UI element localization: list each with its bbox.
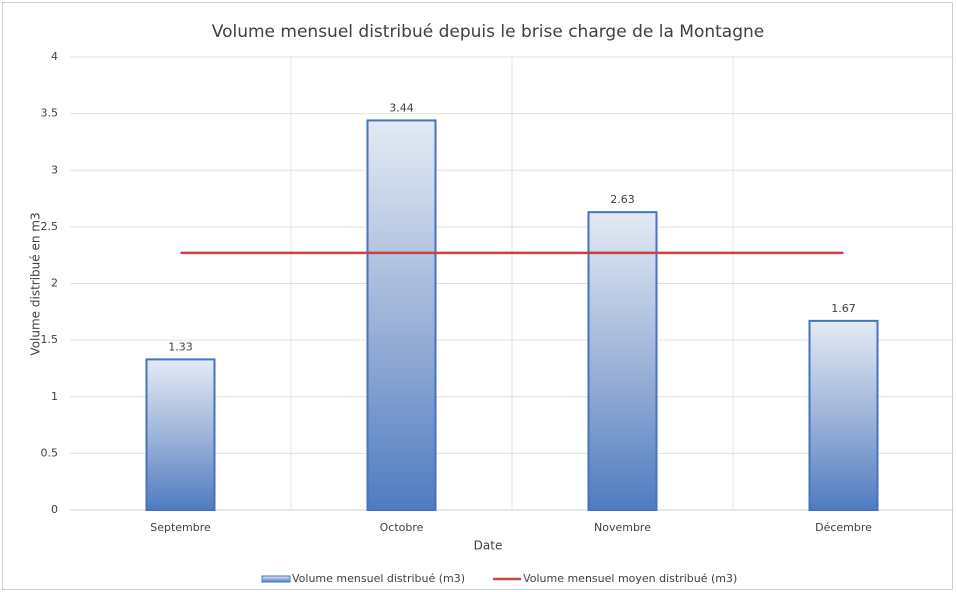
y-tick-label: 4 [51, 50, 58, 63]
x-tick-label: Novembre [594, 521, 651, 534]
y-tick-label: 1.5 [41, 333, 59, 346]
y-tick-label: 3.5 [41, 107, 59, 120]
y-tick-label: 0.5 [41, 446, 59, 459]
legend-swatch [261, 575, 291, 583]
data-label: 2.63 [610, 193, 635, 206]
x-tick-label: Décembre [815, 521, 872, 534]
legend-label: Volume mensuel distribué (m3) [292, 572, 465, 585]
y-tick-label: 2.5 [41, 220, 59, 233]
legend-label: Volume mensuel moyen distribué (m3) [523, 572, 737, 585]
data-label: 1.67 [831, 302, 856, 315]
y-axis-title: Volume distribué en m3 [29, 212, 43, 355]
y-tick-label: 2 [51, 277, 58, 290]
bar [145, 358, 216, 511]
x-tick-label: Septembre [150, 521, 211, 534]
y-tick-label: 3 [51, 163, 58, 176]
bar [366, 119, 437, 511]
y-tick-label: 1 [51, 390, 58, 403]
bar [808, 319, 879, 511]
x-tick-label: Octobre [380, 521, 424, 534]
y-tick-label: 0 [51, 503, 58, 516]
bar [587, 211, 658, 511]
data-label: 3.44 [389, 101, 414, 114]
chart-title: Volume mensuel distribué depuis le brise… [212, 22, 764, 42]
x-axis-title: Date [474, 539, 503, 553]
data-label: 1.33 [168, 340, 193, 353]
